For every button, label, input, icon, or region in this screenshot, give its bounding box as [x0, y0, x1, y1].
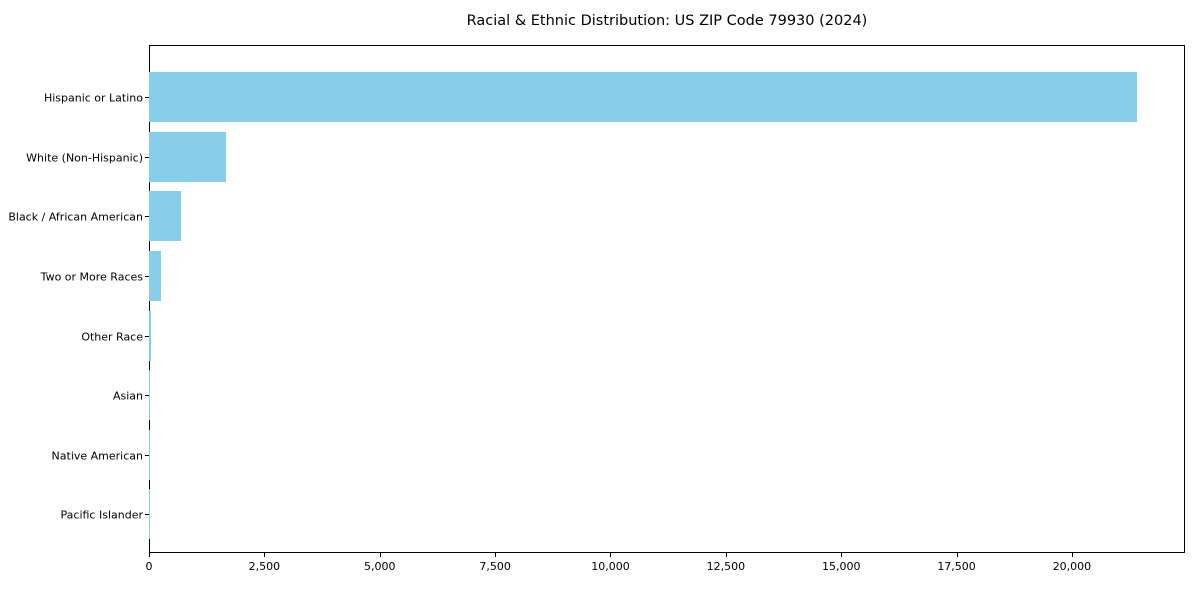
y-axis-label-native-american: Native American [51, 449, 143, 463]
y-axis-label-pacific-islander: Pacific Islander [60, 508, 143, 522]
y-axis-label-other-race: Other Race [81, 330, 143, 344]
chart-title: Racial & Ethnic Distribution: US ZIP Cod… [466, 13, 868, 29]
x-tick-mark [379, 553, 381, 557]
y-axis-label-hispanic-or-latino: Hispanic or Latino [43, 91, 143, 105]
x-tick-mark [841, 553, 843, 557]
y-axis-label-white-non-hispanic: White (Non-Hispanic) [26, 151, 143, 165]
y-tick-mark [145, 156, 149, 158]
x-tick-mark [1071, 553, 1073, 557]
x-axis-label-17500: 17,500 [937, 560, 976, 573]
y-tick-mark [145, 454, 149, 456]
x-tick-mark [725, 553, 727, 557]
bar-white-non-hispanic [149, 131, 227, 182]
plot-area [149, 45, 1185, 553]
x-axis-label-5000: 5,000 [363, 560, 396, 573]
y-axis-label-two-or-more-races: Two or More Races [40, 270, 143, 284]
y-tick-mark [145, 216, 149, 218]
x-tick-mark [956, 553, 958, 557]
x-axis-label-10000: 10,000 [591, 560, 630, 573]
bar-two-or-more-races [149, 250, 161, 301]
x-tick-mark [495, 553, 497, 557]
x-axis-label-20000: 20,000 [1052, 560, 1092, 573]
y-tick-mark [145, 514, 149, 516]
y-tick-mark [145, 275, 149, 277]
bar-asian [149, 370, 150, 421]
bar-other-race [149, 310, 152, 361]
x-axis-label-15000: 15,000 [821, 560, 861, 573]
x-axis-label-12500: 12,500 [706, 560, 746, 573]
y-tick-mark [145, 395, 149, 397]
x-axis-label-2500: 2,500 [248, 560, 281, 573]
x-tick-mark [149, 553, 150, 557]
x-axis-label-0: 0 [145, 560, 153, 573]
bar-hispanic-or-latino [149, 72, 1137, 122]
x-tick-mark [264, 553, 266, 557]
y-axis-label-asian: Asian [112, 389, 143, 403]
y-axis-label-black-african-american: Black / African American [8, 210, 143, 224]
y-tick-mark [145, 335, 149, 337]
x-tick-mark [610, 553, 612, 557]
y-tick-mark [145, 97, 149, 98]
bar-black-african-american [149, 191, 181, 242]
x-axis-label-7500: 7,500 [479, 560, 511, 573]
